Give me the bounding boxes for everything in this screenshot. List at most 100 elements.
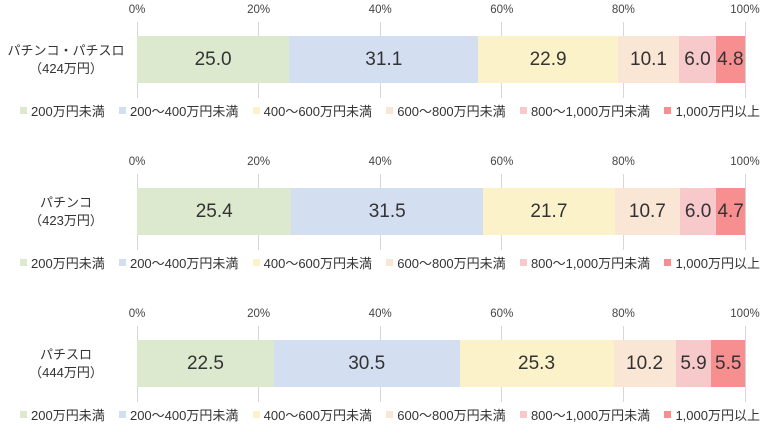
x-axis: 0% 20% 40% 60% 80% 100%: [129, 306, 760, 322]
legend-swatch-icon: [664, 106, 672, 114]
legend-item: 800～1,000万円未満: [519, 405, 651, 424]
legend-swatch-icon: [118, 410, 126, 418]
legend: 200万円未満 200～400万円未満 400～600万円未満 600～800万円未満…: [20, 100, 760, 120]
legend-swatch-icon: [20, 106, 27, 114]
category-label: パチンコ （423万円）: [0, 174, 132, 250]
bar-segment: 25.4: [137, 188, 292, 235]
gridline: [744, 22, 746, 98]
bar-segment: 22.5: [137, 340, 274, 387]
legend-swatch-icon: [20, 410, 27, 418]
bar-segment: 10.7: [614, 188, 680, 235]
bar-segment-value: 6.0: [684, 200, 712, 222]
bar-segment: 31.5: [291, 188, 483, 235]
bar-segment: 25.0: [137, 36, 290, 83]
bar-segment: 31.1: [289, 36, 479, 83]
bar-segment: 30.5: [273, 340, 460, 387]
bar-segment-value: 31.5: [368, 200, 406, 222]
plot-area: 22.5 30.5 25.3 10.2 5.9 5.5: [136, 326, 746, 402]
bar-segment-value: 5.5: [715, 352, 742, 374]
x-axis-tick-label: 40%: [368, 156, 392, 168]
legend-item: 600～800万円未満: [386, 101, 506, 120]
legend-item: 200～400万円未満: [118, 405, 239, 424]
legend-item: 200～400万円未満: [118, 253, 239, 272]
x-axis-tick-label: 60%: [490, 308, 514, 320]
x-axis-tick-label: 60%: [490, 156, 514, 168]
x-axis-tick-label: 0%: [128, 156, 146, 168]
x-axis-tick-label: 40%: [368, 308, 392, 320]
stacked-bar-chart-pachinko-pachislot: 0% 20% 40% 60% 80% 100% 25.0 31.1 22.9 10.1 6.0 4.…: [0, 2, 766, 120]
legend-item: 400～600万円未満: [252, 253, 373, 272]
bar-segment-value: 10.2: [626, 352, 664, 374]
category-average: （444万円）: [29, 365, 103, 380]
legend-swatch-icon: [252, 258, 260, 266]
x-axis-tick-label: 100%: [730, 4, 760, 16]
legend-label: 800～1,000万円未満: [530, 103, 651, 119]
legend-swatch-icon: [20, 258, 27, 266]
legend-swatch-icon: [386, 258, 394, 266]
bar-segment: 10.2: [613, 340, 676, 387]
x-axis-tick-label: 40%: [368, 4, 392, 16]
bar-segment: 10.1: [617, 36, 680, 83]
gridline: [744, 326, 746, 402]
bar-segment: 5.9: [675, 340, 712, 387]
bar-segment-value: 10.1: [630, 48, 667, 70]
legend-item: 600～800万円未満: [386, 253, 506, 272]
legend-item: 400～600万円未満: [252, 405, 373, 424]
bar-segment: 6.0: [679, 188, 717, 235]
stacked-bar-chart-pachislot: 0% 20% 40% 60% 80% 100% 22.5 30.5 25.3 10.2 5.9 5.…: [0, 306, 766, 424]
legend-swatch-icon: [519, 106, 527, 114]
legend-swatch-icon: [118, 106, 126, 114]
category-name: パチンコ・パチスロ: [7, 42, 125, 58]
legend-label: 200～400万円未満: [129, 255, 239, 271]
legend: 200万円未満 200～400万円未満 400～600万円未満 600～800万円未満…: [20, 252, 760, 272]
plot-area: 25.4 31.5 21.7 10.7 6.0 4.7: [136, 174, 746, 250]
bar-segment: 21.7: [482, 188, 615, 235]
x-axis-tick-label: 80%: [611, 156, 635, 168]
legend-label: 600～800万円未満: [397, 407, 506, 423]
legend-label: 800～1,000万円未満: [530, 407, 651, 423]
bar-segment-value: 22.5: [186, 352, 224, 374]
bar-segment: 4.7: [716, 188, 745, 235]
x-axis: 0% 20% 40% 60% 80% 100%: [129, 154, 760, 170]
bar-segment: 4.8: [715, 36, 745, 83]
bar-segment: 6.0: [679, 36, 716, 83]
bar-segment-value: 4.7: [717, 200, 744, 222]
legend-swatch-icon: [118, 258, 126, 266]
bar-segment: 25.3: [459, 340, 614, 387]
legend-label: 200～400万円未満: [129, 407, 239, 423]
legend-label: 600～800万円未満: [397, 255, 506, 271]
x-axis-tick-label: 20%: [247, 4, 271, 16]
legend-label: 400～600万円未満: [263, 407, 373, 423]
bar-segment-value: 4.8: [717, 48, 744, 70]
legend-label: 400～600万円未満: [263, 255, 373, 271]
legend-item: 200万円未満: [20, 101, 105, 120]
category-name: パチンコ: [39, 194, 92, 210]
legend-item: 1,000万円以上: [664, 253, 760, 272]
legend-label: 600～800万円未満: [397, 103, 506, 119]
bar-segment-value: 25.0: [194, 48, 232, 70]
plot-area: 25.0 31.1 22.9 10.1 6.0 4.8: [136, 22, 746, 98]
legend-swatch-icon: [519, 410, 527, 418]
legend-swatch-icon: [252, 106, 260, 114]
bar-segment-value: 25.4: [195, 200, 233, 222]
legend-item: 200万円未満: [20, 253, 105, 272]
bar-segment-value: 25.3: [518, 352, 556, 374]
bar-segment-value: 5.9: [680, 352, 707, 374]
stacked-bar: 22.5 30.5 25.3 10.2 5.9 5.5: [137, 340, 745, 387]
category-name: パチスロ: [39, 346, 92, 362]
legend-item: 200～400万円未満: [118, 101, 238, 120]
category-average: （423万円）: [29, 213, 103, 228]
legend-swatch-icon: [386, 410, 394, 418]
legend-label: 400～600万円未満: [263, 103, 373, 119]
legend-item: 800～1,000万円未満: [519, 101, 651, 120]
stacked-bar: 25.4 31.5 21.7 10.7 6.0 4.7: [137, 188, 745, 235]
stacked-bar: 25.0 31.1 22.9 10.1 6.0 4.8: [137, 36, 745, 83]
category-label: パチンコ・パチスロ （424万円）: [0, 22, 132, 98]
bar-segment-value: 6.0: [684, 48, 711, 70]
legend-swatch-icon: [252, 410, 260, 418]
legend-swatch-icon: [519, 258, 527, 266]
bar-segment: 5.5: [711, 340, 745, 387]
x-axis-tick-label: 80%: [611, 308, 635, 320]
x-axis: 0% 20% 40% 60% 80% 100%: [129, 2, 760, 18]
